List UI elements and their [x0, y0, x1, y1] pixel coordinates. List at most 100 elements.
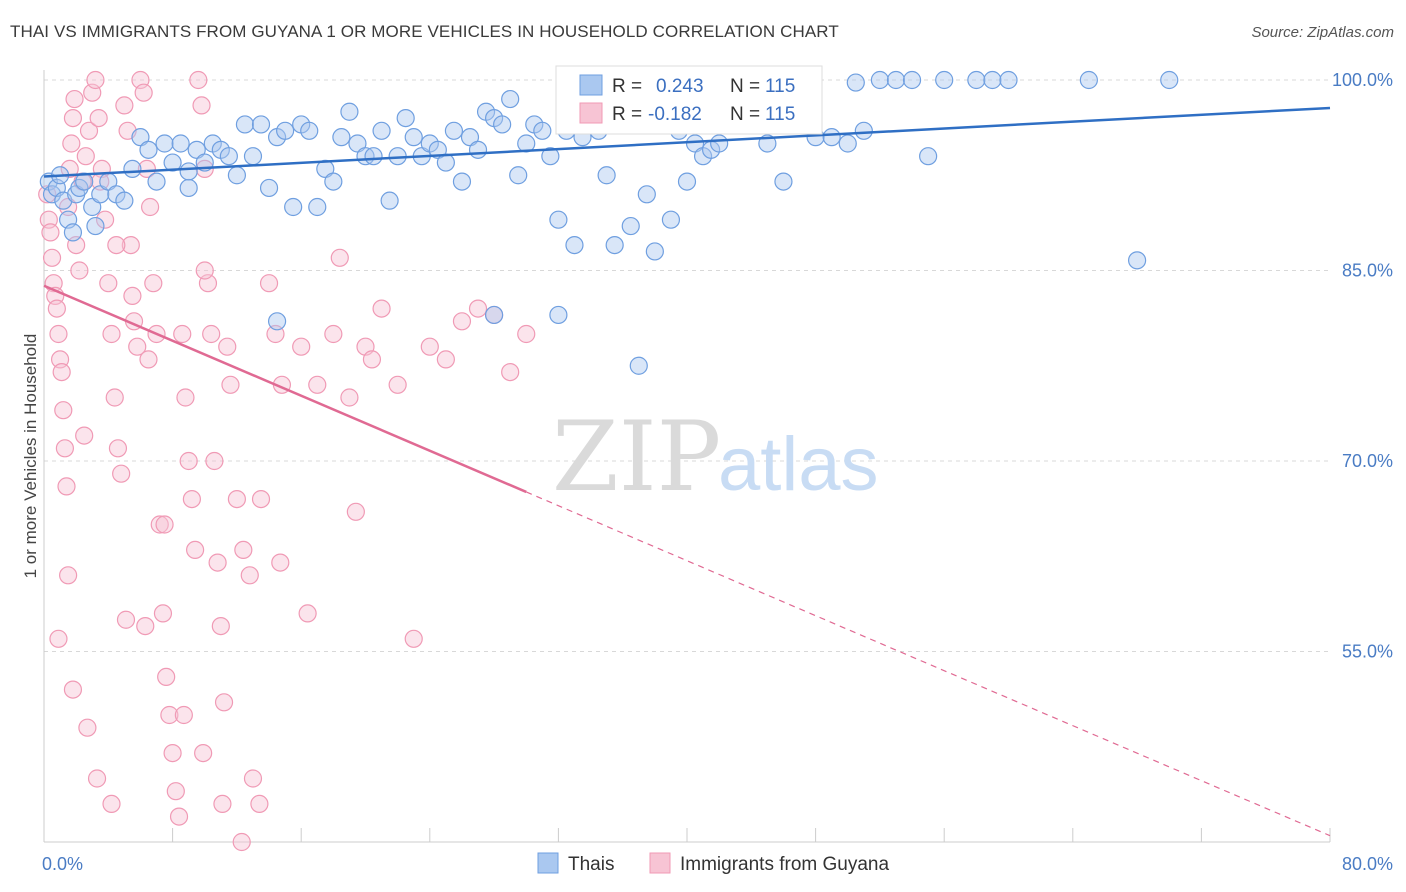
- guyana-point-64: [214, 693, 234, 712]
- thais-point-80: [637, 185, 656, 204]
- guyana-point-96: [123, 286, 142, 305]
- thais-point-83: [661, 210, 681, 229]
- guyana-point-57: [192, 96, 211, 115]
- thais-point-63: [501, 89, 520, 109]
- guyana-point-72: [259, 274, 279, 293]
- guyana-point-53: [179, 451, 198, 471]
- guyana-point-71: [250, 794, 269, 814]
- guyana-point-62: [208, 553, 227, 572]
- watermark-atlas: atlas: [718, 422, 879, 507]
- watermark-zip: ZIP: [552, 401, 721, 513]
- guyana-point-80: [340, 388, 359, 407]
- trend-lines: [43, 106, 1331, 837]
- thais-point-97: [846, 73, 865, 92]
- guyana-point-6: [47, 299, 66, 318]
- guyana-point-50: [169, 807, 189, 826]
- guyana-point-79: [330, 248, 349, 267]
- x-tick-label-0: 0.0%: [42, 854, 83, 874]
- thais-point-33: [259, 178, 279, 198]
- guyana-point-90: [468, 299, 488, 318]
- guyana-point-89: [452, 312, 472, 331]
- thais-point-11: [86, 216, 105, 236]
- y-tick-label-0: 55.0%: [1342, 642, 1393, 662]
- guyana-point-113: [271, 553, 290, 572]
- guyana-point-76: [298, 604, 317, 623]
- guyana-point-45: [153, 604, 173, 623]
- guyana-point-33: [115, 96, 134, 115]
- thais-point-68: [541, 147, 560, 166]
- x-tick-label-1: 80.0%: [1342, 854, 1393, 874]
- thais-point-102: [919, 147, 938, 166]
- thais-point-95: [822, 128, 841, 147]
- guyana-point-7: [49, 324, 68, 344]
- thais-point-6: [63, 223, 83, 242]
- guyana-point-69: [240, 566, 259, 585]
- guyana-point-25: [89, 108, 108, 128]
- guyana-point-48: [163, 743, 182, 763]
- guyana-point-60: [202, 324, 221, 344]
- guyana-point-47: [160, 705, 179, 725]
- guyana-point-46: [157, 667, 176, 687]
- guyana-point-95: [107, 236, 126, 255]
- thais-point-39: [308, 197, 327, 217]
- guyana-point-70: [243, 769, 263, 788]
- thais-point-51: [404, 128, 423, 147]
- guyana-point-108: [174, 705, 193, 725]
- thais-point-22: [171, 134, 190, 153]
- guyana-point-17: [65, 89, 84, 109]
- thais-point-105: [983, 70, 1002, 90]
- guyana-point-111: [232, 832, 251, 852]
- guyana-point-109: [194, 743, 213, 763]
- guyana-point-87: [420, 337, 439, 356]
- thais-point-106: [999, 70, 1018, 90]
- guyana-point-99: [59, 566, 78, 585]
- thais-point-92: [774, 172, 793, 191]
- thais-point-9: [75, 172, 94, 191]
- thais-point-36: [284, 197, 303, 217]
- guyana-point-22: [79, 121, 99, 140]
- thais-point-43: [340, 102, 359, 121]
- thais-point-113: [629, 356, 648, 375]
- thais-point-35: [276, 121, 295, 140]
- guyana-point-93: [517, 324, 536, 344]
- stats-legend: R = 0.243 N = 115 R = -0.182 N = 115: [555, 65, 823, 135]
- guyana-trend-line: [43, 284, 527, 494]
- guyana-point-98: [75, 426, 94, 445]
- thais-point-107: [1079, 70, 1098, 90]
- guyana-point-9: [52, 363, 71, 382]
- y-axis-label: 1 or more Vehicles in Household: [21, 334, 40, 579]
- thais-point-38: [300, 121, 319, 140]
- thais-point-30: [235, 115, 255, 134]
- guyana-point-88: [436, 350, 455, 369]
- stats-n-value-1: 115: [765, 76, 795, 97]
- y-tick-label-3: 100.0%: [1332, 70, 1393, 90]
- y-tick-label-1: 70.0%: [1342, 451, 1393, 471]
- guyana-point-27: [95, 210, 115, 229]
- guyana-point-24: [86, 70, 105, 90]
- thais-point-101: [902, 70, 922, 90]
- thais-point-111: [485, 305, 504, 325]
- guyana-point-28: [99, 274, 118, 293]
- thais-point-110: [267, 312, 287, 331]
- thais-point-81: [645, 242, 664, 261]
- stats-r-value-2: -0.182: [648, 104, 702, 125]
- guyana-point-56: [189, 70, 208, 90]
- thais-point-31: [243, 147, 263, 166]
- guyana-point-110: [213, 794, 232, 814]
- guyana-point-101: [63, 680, 83, 699]
- series-thais-points: [39, 70, 1179, 375]
- guyana-point-15: [62, 134, 81, 153]
- thais-point-108: [1127, 251, 1147, 270]
- guyana-point-3: [42, 248, 62, 267]
- chart-title: THAI VS IMMIGRANTS FROM GUYANA 1 OR MORE…: [10, 22, 839, 41]
- thais-point-99: [870, 70, 890, 90]
- watermark: ZIP atlas: [552, 401, 879, 513]
- guyana-point-105: [116, 610, 136, 629]
- guyana-point-97: [139, 350, 158, 369]
- guyana-point-86: [404, 629, 423, 648]
- guyana-point-81: [346, 502, 365, 521]
- thais-point-109: [1160, 70, 1179, 90]
- thais-point-85: [677, 172, 697, 191]
- guyana-point-49: [166, 782, 185, 801]
